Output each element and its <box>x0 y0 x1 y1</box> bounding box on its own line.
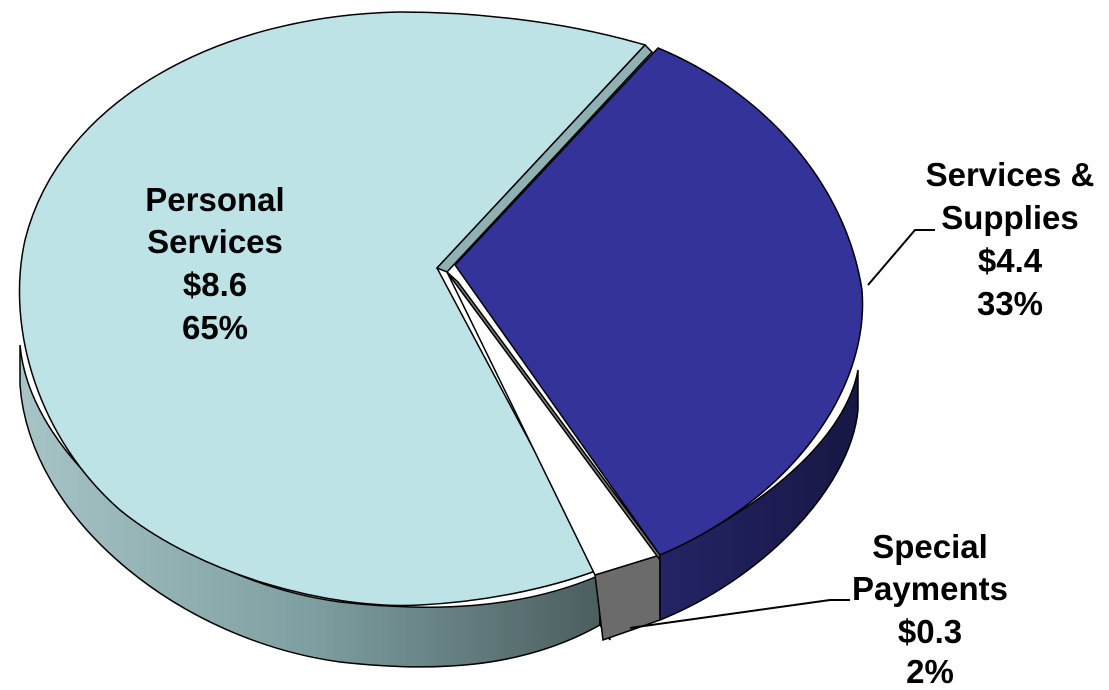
leader-line-special-payments <box>629 599 850 629</box>
label-special-payments: Special Payments $0.3 2% <box>852 528 1008 690</box>
slice-percent-label: 2% <box>906 653 954 690</box>
pie-slice-personal-services <box>18 11 654 668</box>
label-services-supplies: Services & Supplies $4.4 33% <box>926 156 1095 322</box>
slice-value-label: $0.3 <box>898 613 962 650</box>
slice-percent-label: 33% <box>977 285 1043 322</box>
slice-label-line: Payments <box>852 570 1008 607</box>
slice-label-line: Supplies <box>941 199 1079 236</box>
slice-label-line: Services <box>147 223 283 260</box>
slice-top <box>454 47 864 556</box>
slice-label-line: Services & <box>926 156 1095 193</box>
slice-top <box>18 11 647 607</box>
leader-line-services-supplies <box>867 229 935 286</box>
slice-edge <box>435 43 654 273</box>
slice-value-label: $4.4 <box>978 242 1043 279</box>
slice-value-label: $8.6 <box>183 266 247 303</box>
slice-label-line: Special <box>872 528 988 565</box>
pie-slice-special-payments <box>446 271 662 642</box>
slice-label-line: Personal <box>145 181 284 218</box>
pie-slice-services-supplies <box>454 47 864 622</box>
slice-percent-label: 65% <box>182 309 248 346</box>
slice-side <box>659 369 859 622</box>
label-personal-services: Personal Services $8.6 65% <box>145 181 284 346</box>
